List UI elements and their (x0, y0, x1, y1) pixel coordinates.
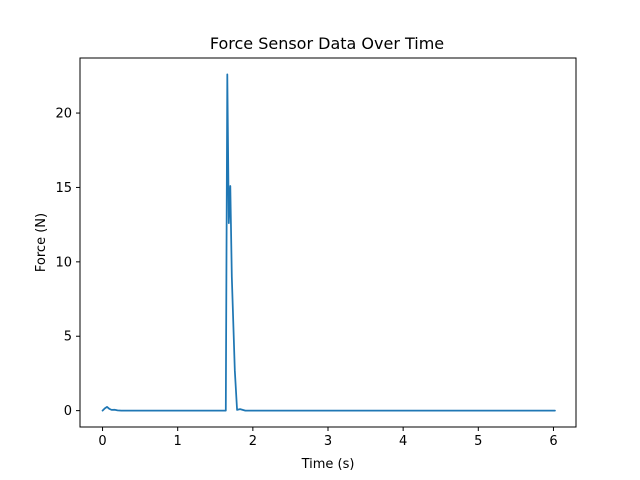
x-tick-label: 2 (249, 434, 257, 449)
x-tick-label: 1 (174, 434, 182, 449)
y-tick-label: 5 (64, 330, 72, 345)
chart-title: Force Sensor Data Over Time (210, 34, 444, 53)
x-axis-label: Time (s) (301, 457, 355, 472)
x-tick-label: 6 (549, 434, 557, 449)
axes-frame (79, 57, 577, 428)
x-tick-label: 4 (399, 434, 407, 449)
y-axis: 0 5 10 15 20 (55, 107, 80, 419)
y-axis-label: Force (N) (34, 213, 49, 272)
x-tick-label: 3 (324, 434, 332, 449)
plot-area (79, 57, 577, 428)
y-tick-label: 0 (64, 404, 72, 419)
x-tick-label: 5 (474, 434, 482, 449)
y-tick-label: 10 (55, 255, 72, 270)
y-tick-label: 20 (55, 107, 72, 122)
y-tick-label: 15 (55, 181, 72, 196)
x-tick-label: 0 (98, 434, 106, 449)
x-axis: 0 1 2 3 4 5 6 (98, 427, 558, 449)
series-line (101, 73, 556, 412)
